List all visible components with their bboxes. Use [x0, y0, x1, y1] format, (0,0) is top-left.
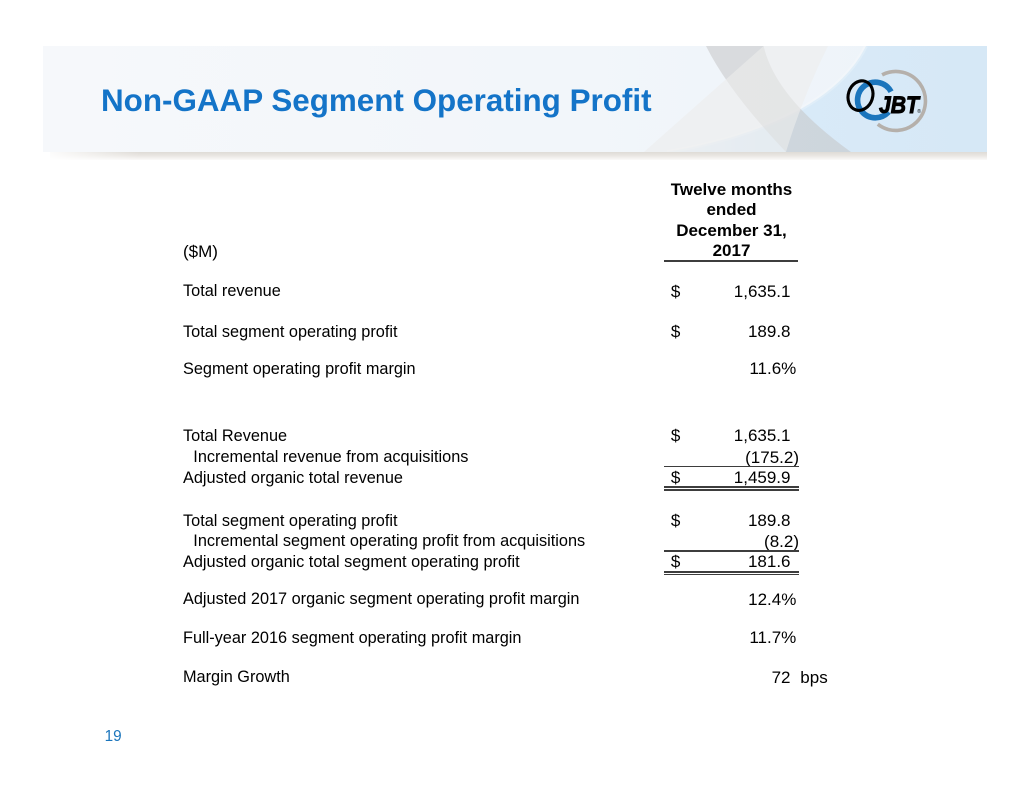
- svg-text:JBT: JBT: [879, 92, 921, 119]
- svg-text:®: ®: [917, 108, 921, 115]
